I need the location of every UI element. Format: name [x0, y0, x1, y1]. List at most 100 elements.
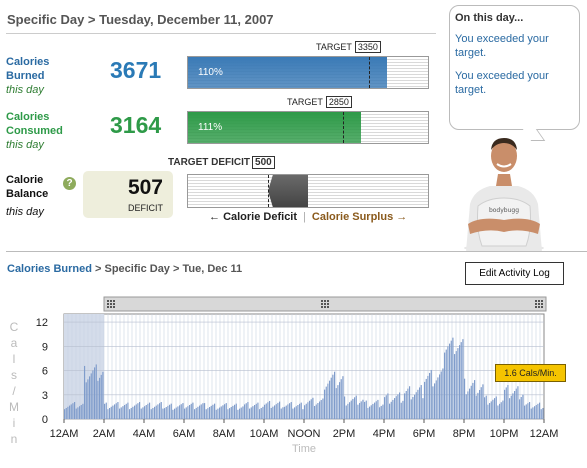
data-bar [404, 393, 406, 419]
data-bar [472, 382, 474, 419]
data-bar [160, 402, 162, 419]
target-deficit-label: TARGET DEFICIT [168, 157, 251, 168]
chart-scrollbar[interactable] [103, 296, 547, 312]
consumed-target-marker [342, 112, 344, 143]
data-bar [237, 409, 239, 419]
data-bar [395, 396, 397, 419]
data-bar [245, 403, 247, 419]
data-bar [169, 404, 171, 419]
data-bar [405, 391, 407, 419]
data-bar [320, 400, 322, 419]
grip-dot [324, 300, 326, 302]
balance-box: 507 DEFICIT [83, 171, 173, 218]
data-bar [112, 405, 114, 419]
data-bar [340, 379, 342, 419]
data-bar [334, 371, 336, 419]
x-tick-label: 4PM [373, 428, 396, 440]
data-bar [519, 399, 521, 419]
data-bar [494, 398, 496, 419]
data-bar [502, 400, 504, 419]
data-bar [497, 405, 499, 419]
data-bar [79, 406, 81, 419]
data-bar [300, 402, 302, 419]
data-bar [277, 402, 279, 419]
data-bar [72, 403, 74, 419]
data-bar [485, 395, 487, 419]
data-bar [407, 388, 409, 419]
chart-ylabel: Cals / Min [9, 320, 19, 446]
data-bar [127, 402, 129, 419]
data-bar [460, 342, 462, 419]
data-bar [210, 405, 212, 419]
consumed-label-line1: Calories [6, 111, 50, 123]
y-axis-label-char: C [10, 320, 19, 334]
data-bar [109, 407, 111, 419]
grip-dot [541, 306, 543, 308]
on-this-day-bubble: On this day... You exceeded your target.… [449, 5, 580, 130]
data-bar [267, 402, 269, 419]
bubble-title: On this day... [455, 12, 524, 24]
data-bar [194, 409, 196, 419]
x-tick-label: 8PM [453, 428, 476, 440]
data-bar [535, 405, 537, 419]
data-bar [170, 403, 172, 419]
data-bar [167, 405, 169, 419]
data-bar [362, 399, 364, 419]
data-bar [435, 380, 437, 419]
grip-dot [535, 306, 537, 308]
data-bar [480, 387, 482, 419]
data-bar [504, 389, 506, 419]
data-bar [327, 383, 329, 419]
balance-label-line2: Balance [6, 188, 49, 200]
consumed-value: 3164 [110, 112, 162, 138]
help-icon[interactable]: ? [63, 177, 76, 190]
data-bar [260, 407, 262, 419]
grip-dot [538, 306, 540, 308]
section-divider [6, 251, 587, 252]
data-bar [269, 400, 271, 419]
data-bar [145, 405, 147, 419]
data-bar [450, 340, 452, 419]
data-bar [522, 394, 524, 419]
data-bar [437, 377, 439, 419]
breadcrumb-link-calories-burned[interactable]: Calories Burned [7, 263, 92, 275]
data-bar [139, 402, 141, 419]
grip-dot [110, 303, 112, 305]
data-bar [202, 403, 204, 419]
data-bar [412, 396, 414, 419]
data-bar [542, 407, 544, 419]
data-bar [382, 404, 384, 419]
grip-dot [321, 300, 323, 302]
data-bar [317, 402, 319, 419]
burned-percent: 110% [198, 67, 223, 78]
data-bar [107, 409, 109, 419]
data-bar [207, 408, 209, 419]
data-bar [292, 408, 294, 419]
data-bar [122, 406, 124, 419]
data-bar [427, 375, 429, 419]
balance-bar [187, 174, 429, 208]
data-bar [164, 408, 166, 419]
calories-chart[interactable]: Cals / Min 0 3 6 9 12 12AM 2AM 4AM 6AM 8AM 10AM NOON 2… [0, 293, 587, 468]
data-bar [289, 403, 291, 419]
data-bar [514, 391, 516, 419]
data-bar [507, 385, 509, 419]
data-bar [80, 405, 82, 419]
edit-activity-log-button[interactable]: Edit Activity Log [465, 262, 564, 285]
data-bar [270, 407, 272, 419]
data-bar [204, 403, 206, 419]
data-bar [495, 396, 497, 419]
data-bar [342, 376, 344, 419]
consumed-target-label: TARGET [287, 97, 323, 107]
data-bar [200, 404, 202, 419]
chart-xlabel: Time [292, 443, 316, 455]
scrollbar-grip-icon [321, 300, 329, 308]
x-tick-label: 6PM [413, 428, 436, 440]
y-tick-label: 9 [42, 341, 48, 353]
grip-dot [541, 303, 543, 305]
data-bar [144, 406, 146, 419]
burned-target-marker [369, 57, 371, 88]
burned-target-label: TARGET [316, 42, 352, 52]
data-bar [417, 389, 419, 419]
y-tick-label: 6 [42, 366, 48, 378]
